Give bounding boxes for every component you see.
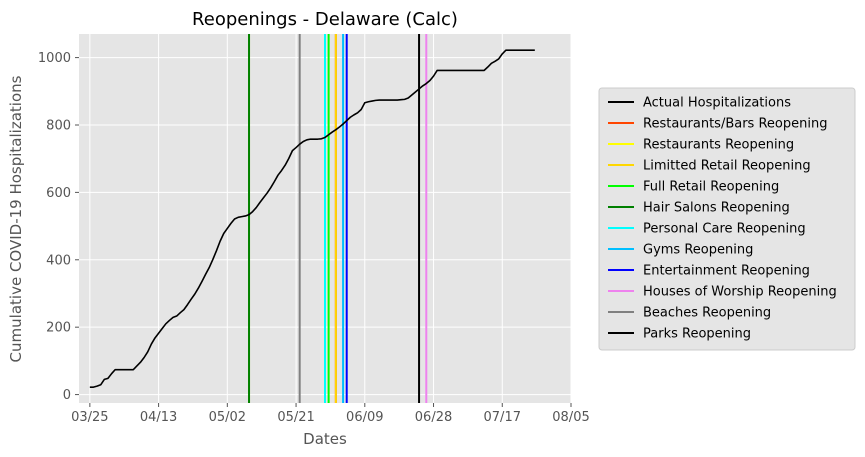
y-tick-label: 1000 bbox=[38, 51, 71, 66]
x-tick-label: 08/05 bbox=[552, 410, 589, 425]
x-tick-label: 04/13 bbox=[140, 410, 177, 425]
legend-entry: Limitted Retail Reopening bbox=[643, 159, 811, 174]
series-layer bbox=[89, 49, 535, 388]
x-tick-label: 03/25 bbox=[71, 410, 108, 425]
legend-entry: Personal Care Reopening bbox=[643, 222, 806, 237]
legend-entry: Hair Salons Reopening bbox=[643, 201, 790, 216]
legend-entry: Full Retail Reopening bbox=[643, 180, 779, 195]
legend-entry: Gyms Reopening bbox=[643, 243, 753, 258]
x-tick-label: 06/09 bbox=[346, 410, 383, 425]
legend-box bbox=[598, 87, 856, 351]
reopening-lines bbox=[248, 34, 428, 403]
y-axis-label: Cumulative COVID-19 Hospitalizations bbox=[7, 75, 25, 362]
y-tick-label: 0 bbox=[63, 388, 71, 403]
x-axis-label: Dates bbox=[303, 430, 347, 448]
legend-entry: Entertainment Reopening bbox=[643, 264, 810, 279]
chart-title: Reopenings - Delaware (Calc) bbox=[192, 9, 458, 30]
x-tick-label: 05/21 bbox=[277, 410, 314, 425]
legend: Actual Hospitalizations Restaurants/Bars … bbox=[598, 87, 856, 351]
legend-entry: Beaches Reopening bbox=[643, 306, 771, 321]
y-tick-label: 400 bbox=[46, 253, 71, 268]
y-tick-label: 600 bbox=[46, 186, 71, 201]
y-tick-label: 800 bbox=[46, 118, 71, 133]
legend-entry: Parks Reopening bbox=[643, 327, 751, 342]
legend-entry: Actual Hospitalizations bbox=[643, 96, 791, 111]
y-tick-label: 200 bbox=[46, 321, 71, 336]
y-axis: 0 200 400 600 800 1000 bbox=[38, 51, 79, 403]
series-line bbox=[89, 49, 535, 388]
legend-entry: Restaurants/Bars Reopening bbox=[643, 117, 827, 132]
x-tick-label: 05/02 bbox=[209, 410, 246, 425]
x-tick-label: 07/17 bbox=[484, 410, 521, 425]
legend-entry: Restaurants Reopening bbox=[643, 138, 794, 153]
legend-entry: Houses of Worship Reopening bbox=[643, 285, 837, 300]
x-axis: 03/25 04/13 05/02 05/21 06/09 06/28 07/17 08/05 bbox=[71, 403, 590, 425]
x-tick-label: 06/28 bbox=[415, 410, 452, 425]
